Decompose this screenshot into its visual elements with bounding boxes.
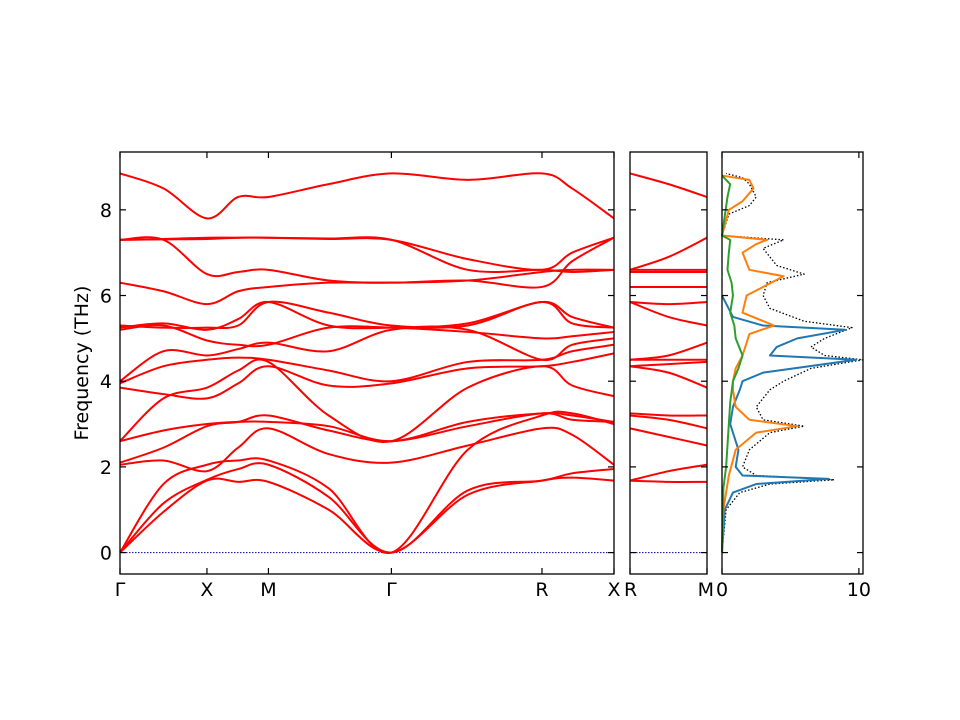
side-panel-frame xyxy=(629,151,708,575)
phonon-band xyxy=(119,358,615,443)
side-phonon-band xyxy=(629,365,708,389)
dos-curves xyxy=(721,172,864,553)
side-x-tick-label: M xyxy=(698,579,714,601)
dos-panel-frame xyxy=(721,151,864,575)
band-structure-panel: Γ X M Γ R X 0 2 4 6 8 xyxy=(100,151,621,601)
side-phonon-band xyxy=(629,341,708,361)
dos-panel: 0 10 xyxy=(716,151,871,601)
dos-partial-curve xyxy=(721,295,858,553)
phonon-band xyxy=(119,412,615,443)
phonon-band xyxy=(119,426,615,473)
side-phonon-band xyxy=(629,172,708,198)
side-phonon-band xyxy=(629,427,708,447)
phonon-band xyxy=(119,462,615,554)
x-tick-label: X xyxy=(200,579,213,601)
y-tick-label: 0 xyxy=(100,543,112,565)
x-tick-label: R xyxy=(535,579,548,601)
dos-x-tick-label: 0 xyxy=(716,579,728,601)
phonon-band xyxy=(119,324,615,348)
band-lines xyxy=(119,172,615,554)
dos-total-curve xyxy=(721,172,864,553)
x-tick-label: X xyxy=(607,579,620,601)
x-tick-label: Γ xyxy=(386,579,397,601)
y-tick-label: 8 xyxy=(100,200,112,222)
side-phonon-band xyxy=(629,236,708,271)
phonon-band xyxy=(119,410,615,554)
side-band-lines xyxy=(629,172,708,554)
dos-partial-curve xyxy=(721,174,744,553)
y-tick-label: 2 xyxy=(100,457,112,479)
x-tick-label: M xyxy=(260,579,276,601)
side-phonon-band xyxy=(629,414,708,430)
phonon-band xyxy=(119,300,615,330)
y-axis-label: Frequency (THz) xyxy=(71,286,93,441)
phonon-band xyxy=(119,172,615,220)
dos-partial-curve xyxy=(721,174,799,553)
side-phonon-band xyxy=(629,301,708,327)
phonon-band xyxy=(119,325,615,383)
dos-axis-ticks: 0 10 xyxy=(716,152,871,601)
phonon-band xyxy=(119,236,615,271)
dos-x-tick-label: 10 xyxy=(847,579,871,601)
side-phonon-band xyxy=(629,463,708,482)
band-structure-frame xyxy=(119,151,615,575)
side-phonon-band xyxy=(629,360,708,368)
side-phonon-band xyxy=(629,412,708,417)
phonon-band xyxy=(119,236,615,289)
side-phonon-band xyxy=(629,479,708,483)
side-x-tick-label: R xyxy=(624,579,637,601)
phonon-band xyxy=(119,352,615,400)
y-tick-label: 4 xyxy=(100,371,112,393)
y-tick-label: 6 xyxy=(100,286,112,308)
side-phonon-band xyxy=(629,300,708,306)
x-tick-label: Γ xyxy=(115,579,126,601)
